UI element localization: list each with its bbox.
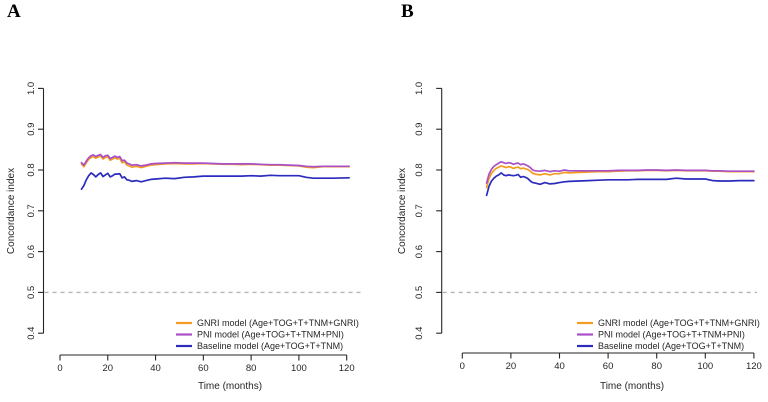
y-axis-title: Concordance index bbox=[6, 168, 17, 254]
x-tick-label: 100 bbox=[291, 363, 307, 374]
panel-B: B 1.0 0.9 0.8 0.7 0.6 0.5 0.4 0 20 40 60 80 100 120 Ti… bbox=[384, 0, 768, 402]
y-tick-label: 0.5 bbox=[26, 286, 37, 299]
series-line-gnri bbox=[485, 165, 755, 189]
x-tick-label: 100 bbox=[697, 361, 713, 372]
y-tick-label: 0.7 bbox=[26, 204, 37, 217]
x-tick-label: 20 bbox=[506, 361, 517, 372]
y-tick-label: 0.4 bbox=[26, 327, 37, 340]
x-tick-label: 120 bbox=[339, 363, 355, 374]
legend-label-baseline: Baseline model (Age+TOG+T+TNM) bbox=[598, 341, 744, 351]
x-tick-label: 80 bbox=[246, 363, 257, 374]
x-tick-label: 120 bbox=[746, 361, 762, 372]
chart-A: 1.0 0.9 0.8 0.7 0.6 0.5 0.4 0 20 40 60 80 100 120 Time… bbox=[6, 82, 361, 392]
legend-label-gnri: GNRI model (Age+TOG+T+TNM+GNRI) bbox=[598, 318, 760, 328]
x-tick-label: 60 bbox=[603, 361, 614, 372]
panel-label-A: A bbox=[7, 1, 21, 22]
y-tick-label: 0.6 bbox=[26, 245, 37, 258]
chart-B: 1.0 0.9 0.8 0.7 0.6 0.5 0.4 0 20 40 60 80 100 120 Time… bbox=[397, 82, 762, 392]
x-tick-label: 0 bbox=[57, 363, 62, 374]
y-tick-label: 0.8 bbox=[414, 163, 425, 176]
legend-label-gnri: GNRI model (Age+TOG+T+TNM+GNRI) bbox=[197, 318, 359, 328]
y-tick-label: 0.9 bbox=[26, 123, 37, 136]
legend-label-pni: PNI model (Age+TOG+T+TNM+PNI) bbox=[598, 330, 745, 340]
series-line-pni bbox=[80, 153, 350, 168]
series-line-pni bbox=[485, 160, 755, 184]
x-tick-label: 60 bbox=[198, 363, 209, 374]
panel-label-B: B bbox=[401, 1, 414, 22]
x-axis-title: Time (months) bbox=[198, 381, 262, 392]
legend-label-baseline: Baseline model (Age+TOG+T+TNM) bbox=[197, 341, 343, 351]
y-axis-title: Concordance index bbox=[397, 168, 408, 254]
x-tick-label: 40 bbox=[150, 363, 161, 374]
y-tick-label: 0.4 bbox=[414, 327, 425, 340]
legend-label-pni: PNI model (Age+TOG+T+TNM+PNI) bbox=[197, 330, 344, 340]
x-axis-title: Time (months) bbox=[600, 381, 664, 392]
x-tick-label: 40 bbox=[554, 361, 565, 372]
y-tick-label: 1.0 bbox=[414, 82, 425, 95]
x-tick-label: 0 bbox=[460, 361, 465, 372]
y-tick-label: 0.6 bbox=[414, 245, 425, 258]
y-tick-label: 1.0 bbox=[26, 82, 37, 95]
y-tick-label: 0.9 bbox=[414, 123, 425, 136]
x-tick-label: 20 bbox=[102, 363, 113, 374]
panel-A: A 1.0 0.9 0.8 0.7 0.6 0.5 0.4 0 20 40 60 80 100 120 Ti… bbox=[6, 1, 361, 392]
y-tick-label: 0.5 bbox=[414, 286, 425, 299]
y-tick-label: 0.7 bbox=[414, 204, 425, 217]
series-line-baseline bbox=[80, 172, 350, 191]
x-tick-label: 80 bbox=[651, 361, 662, 372]
series-line-baseline bbox=[485, 172, 755, 197]
y-tick-label: 0.8 bbox=[26, 163, 37, 176]
